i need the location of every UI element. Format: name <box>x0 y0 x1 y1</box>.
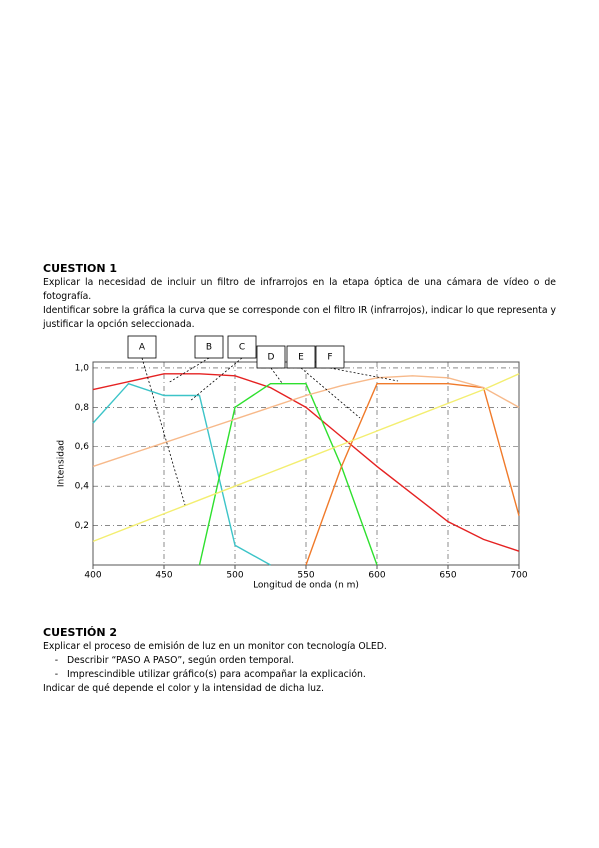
callout-label: A <box>139 343 146 353</box>
callout-label: C <box>239 343 245 353</box>
callout-box <box>315 345 345 369</box>
callout-arrow <box>329 367 399 382</box>
x-tick-label: 500 <box>226 571 243 581</box>
callout-box <box>286 345 316 369</box>
x-tick-label: 400 <box>84 571 101 581</box>
y-tick-label: 0,4 <box>75 482 90 492</box>
callout-box <box>194 335 224 359</box>
curve <box>92 373 520 543</box>
y-tick-label: 0,8 <box>75 403 90 413</box>
y-axis-label: Intensidad <box>57 440 67 487</box>
x-tick-label: 700 <box>510 571 527 581</box>
callout-label: F <box>327 353 332 363</box>
paragraph: Explicar el proceso de emisión de luz en… <box>43 641 387 652</box>
paragraph: Identificar sobre la gráfica la curva qu… <box>43 305 556 330</box>
x-tick-label: 550 <box>297 571 314 581</box>
callout-box <box>127 335 157 359</box>
x-tick-label: 600 <box>368 571 385 581</box>
x-tick-label: 450 <box>155 571 172 581</box>
x-tick-label: 650 <box>439 571 456 581</box>
callout-arrow <box>300 367 361 419</box>
bullet: Describir “PASO A PASO”, según orden tem… <box>67 654 556 668</box>
callout-box <box>227 335 257 359</box>
x-axis-label: Longitud de onda (n m) <box>253 581 359 591</box>
bullet: Imprescindible utilizar gráfico(s) para … <box>67 668 556 682</box>
chart: 0,2 0,4 0,6 0,8 1,0 400 450 500 550 600 650 700 Long… <box>57 335 528 591</box>
question-1: CUESTION 1 Explicar la necesidad de incl… <box>43 262 556 332</box>
y-tick-label: 0,6 <box>75 442 90 452</box>
section-title: CUESTIÓN 2 <box>43 626 118 639</box>
callout-arrow <box>141 357 186 506</box>
paragraph: Indicar de qué depende el color y la int… <box>43 683 324 694</box>
callout-box <box>256 345 286 369</box>
callout-label: D <box>268 353 275 363</box>
paragraph: Explicar la necesidad de incluir un filt… <box>43 277 556 302</box>
section-title: CUESTION 1 <box>43 262 118 275</box>
bullet-list: Describir “PASO A PASO”, según orden tem… <box>43 654 556 682</box>
callout-arrow <box>167 357 210 384</box>
y-tick-label: 1,0 <box>75 363 90 373</box>
curve <box>92 375 520 468</box>
callout-label: B <box>206 343 212 353</box>
callout-arrow <box>270 367 283 384</box>
callout-label: E <box>298 353 304 363</box>
curve <box>198 382 378 566</box>
callout-arrow <box>189 357 243 402</box>
curve <box>92 382 271 566</box>
question-2: CUESTIÓN 2 Explicar el proceso de emisió… <box>43 626 556 696</box>
curve <box>92 373 520 552</box>
y-tick-label: 0,2 <box>75 521 89 531</box>
